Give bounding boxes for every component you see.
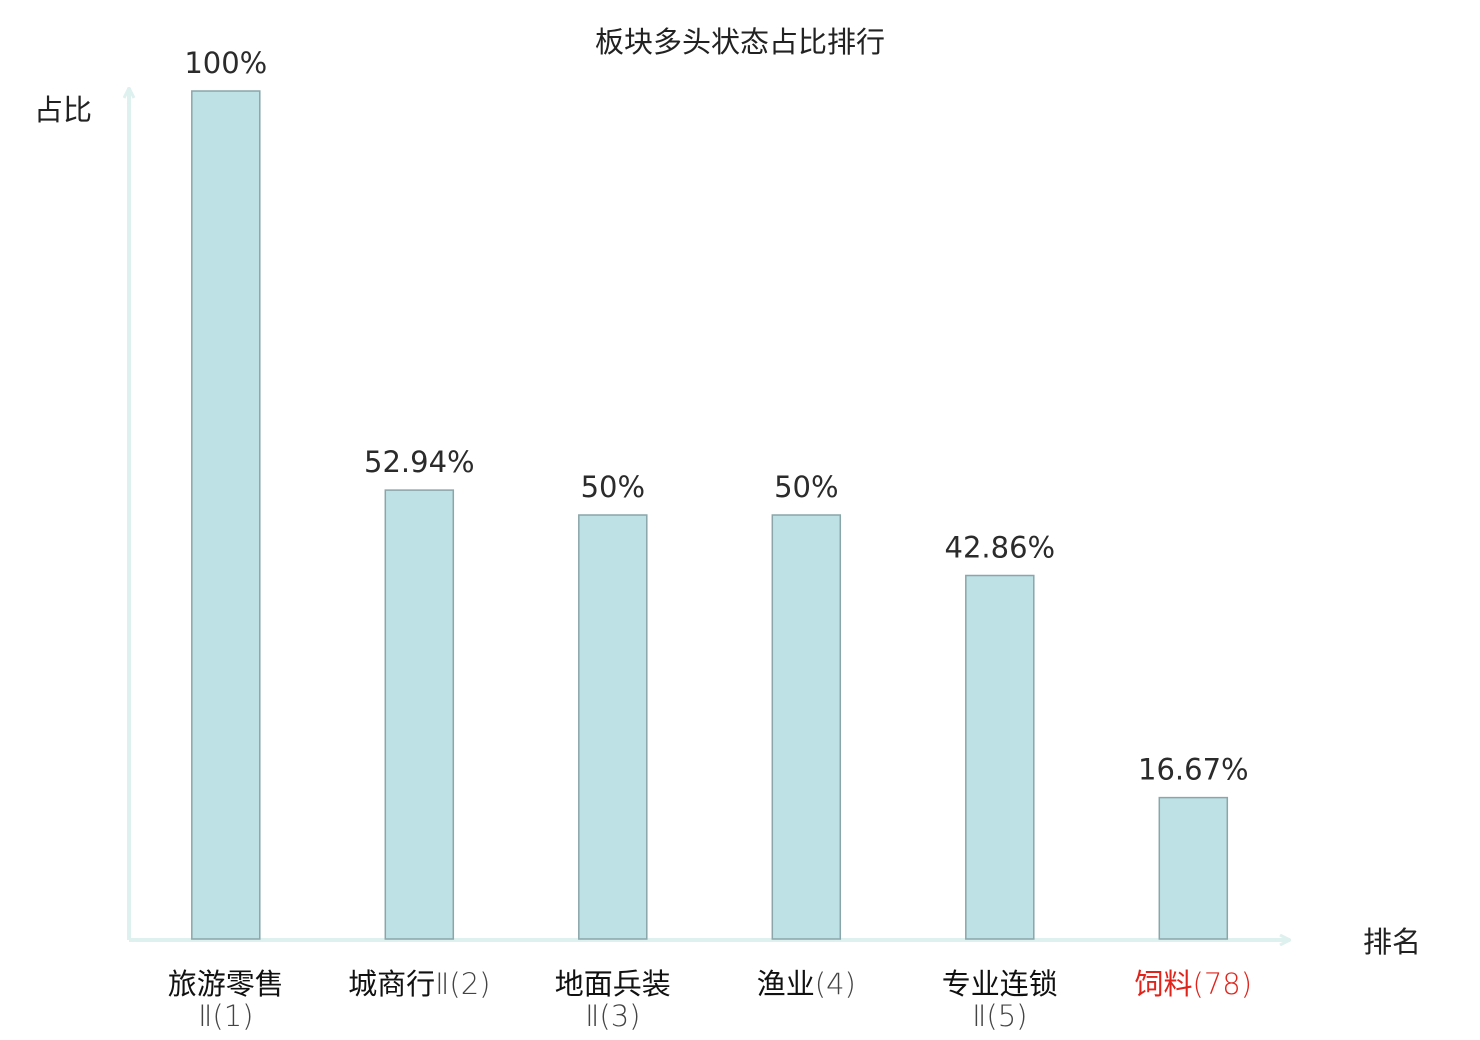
bar: [384, 489, 455, 940]
x-tick-label: 城商行Ⅱ(2): [348, 967, 490, 1001]
bars-layer: [191, 90, 1229, 940]
x-tick-label: 专业连锁 Ⅱ(5): [942, 967, 1058, 1033]
x-axis-label: 排名: [1363, 925, 1421, 959]
y-axis-label: 占比: [34, 93, 92, 127]
x-tick-label: 旅游零售 Ⅱ(1): [168, 967, 284, 1033]
x-tick-rank: Ⅱ(3): [585, 999, 640, 1033]
x-tick-rank: Ⅱ(5): [972, 999, 1027, 1033]
bar: [1158, 796, 1229, 940]
bar: [965, 574, 1035, 940]
bar-value-label: 16.67%: [1138, 753, 1249, 787]
bar-value-label: 42.86%: [945, 531, 1056, 565]
x-tick-rank: Ⅱ(2): [435, 967, 490, 1001]
bar-value-label: 100%: [184, 46, 267, 80]
bar: [191, 90, 261, 940]
x-tick-rank: (4): [815, 967, 856, 1001]
x-tick-category: 渔业: [757, 967, 815, 1001]
x-tick-rank: Ⅱ(1): [198, 999, 253, 1033]
chart-title: 板块多头状态占比排行: [595, 25, 885, 59]
x-tick-category: 专业连锁: [942, 967, 1058, 1001]
x-tick-rank: (78): [1193, 967, 1253, 1001]
x-tick-category: 地面兵装: [555, 967, 671, 1001]
x-tick-label: 饲料(78): [1135, 967, 1253, 1001]
bar-value-label: 52.94%: [364, 445, 475, 479]
x-tick-label: 渔业(4): [757, 967, 856, 1001]
x-tick-label: 地面兵装 Ⅱ(3): [555, 967, 671, 1033]
bar: [578, 514, 648, 940]
bar-value-label: 50%: [774, 470, 838, 504]
bar-value-label: 50%: [581, 470, 645, 504]
x-tick-category: 饲料: [1135, 967, 1193, 1001]
x-tick-category: 城商行: [348, 967, 435, 1001]
x-tick-category: 旅游零售: [168, 967, 284, 1001]
bar: [771, 514, 842, 940]
labels-layer: 100% 旅游零售 Ⅱ(1) 52.94% 城商行Ⅱ(2) 50% 地面兵装 Ⅱ(3) 50% 渔…: [168, 46, 1252, 1033]
